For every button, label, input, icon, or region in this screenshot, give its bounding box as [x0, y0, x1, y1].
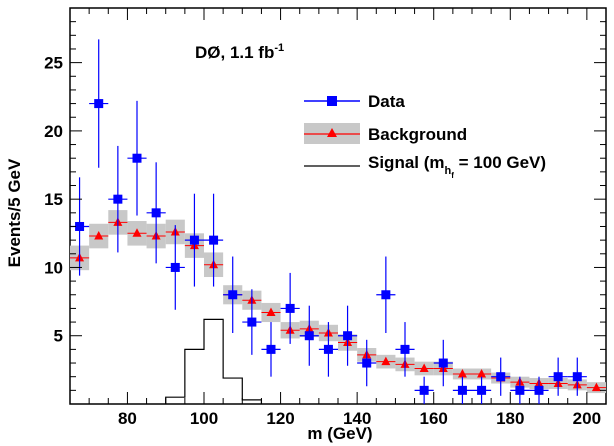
- data-point: [548, 357, 568, 396]
- data-marker: [94, 99, 104, 109]
- data-point: [529, 376, 549, 404]
- y-tick-label: 5: [54, 327, 63, 346]
- y-tick-label: 15: [44, 190, 63, 209]
- data-marker: [209, 235, 219, 245]
- data-point: [376, 256, 396, 333]
- data-point: [472, 376, 492, 404]
- x-tick-label: 100: [190, 409, 218, 428]
- data-marker: [266, 344, 276, 354]
- data-point: [204, 193, 224, 287]
- background-point: [477, 368, 487, 378]
- data-marker: [323, 344, 333, 354]
- background-point: [457, 368, 467, 378]
- data-marker: [228, 290, 238, 300]
- data-point: [433, 339, 453, 387]
- data-point: [357, 339, 377, 387]
- data-marker: [496, 372, 506, 382]
- legend-signal-label: Signal (mhf = 100 GeV): [368, 153, 546, 180]
- x-tick-label: 180: [496, 409, 524, 428]
- data-marker: [132, 153, 142, 163]
- data-point: [108, 145, 128, 253]
- data-marker: [362, 358, 372, 368]
- data-point: [491, 357, 511, 396]
- signal-histogram-path: [165, 318, 263, 404]
- data-point: [223, 256, 243, 333]
- x-axis-label: m (GeV): [307, 424, 372, 443]
- background-point: [419, 363, 429, 372]
- data-marker: [553, 372, 563, 382]
- data-point: [567, 357, 587, 396]
- legend-data-label: Data: [368, 92, 405, 111]
- background-point: [132, 228, 142, 237]
- x-tick-label: 120: [266, 409, 294, 428]
- legend-entry-background: Background: [304, 123, 467, 144]
- data-series: [70, 39, 587, 404]
- data-marker: [438, 358, 448, 368]
- data-marker: [457, 385, 467, 395]
- background-series: [70, 210, 606, 394]
- y-tick-label: 10: [44, 258, 63, 277]
- data-marker: [419, 385, 429, 395]
- signal-histogram: [165, 318, 263, 404]
- background-point: [94, 231, 104, 240]
- x-tick-label: 200: [573, 409, 601, 428]
- data-marker: [572, 372, 582, 382]
- legend-data-marker: [327, 96, 337, 106]
- data-point: [280, 272, 300, 344]
- data-point: [452, 376, 472, 404]
- background-point: [591, 382, 601, 392]
- y-tick-label: 20: [44, 122, 63, 141]
- legend-background-marker: [327, 128, 337, 137]
- legend-entry-data: Data: [304, 92, 405, 111]
- data-marker: [400, 344, 410, 354]
- data-point: [338, 305, 358, 366]
- x-tick-label: 160: [420, 409, 448, 428]
- data-point: [395, 322, 415, 377]
- data-marker: [113, 194, 123, 204]
- data-marker: [477, 385, 487, 395]
- data-point: [299, 305, 319, 366]
- data-point: [184, 193, 204, 287]
- data-point: [89, 39, 109, 168]
- background-point: [381, 356, 391, 366]
- data-marker: [75, 221, 85, 231]
- data-marker: [285, 303, 295, 313]
- data-point: [165, 225, 185, 310]
- data-point: [318, 322, 338, 377]
- data-marker: [381, 290, 391, 300]
- data-marker: [170, 262, 180, 272]
- data-marker: [247, 317, 257, 327]
- data-marker: [304, 331, 314, 341]
- y-axis-label: Events/5 GeV: [5, 158, 24, 267]
- luminosity-annotation: DØ, 1.1 fb-1: [195, 42, 284, 62]
- data-point: [127, 100, 147, 216]
- x-tick-label: 80: [118, 409, 137, 428]
- data-marker: [515, 385, 525, 395]
- y-tick-label: 25: [44, 54, 63, 73]
- data-point: [261, 322, 281, 377]
- data-marker: [151, 208, 161, 218]
- data-marker: [189, 235, 199, 245]
- data-marker: [534, 385, 544, 395]
- x-tick-label: 140: [343, 409, 371, 428]
- data-point: [414, 376, 434, 404]
- data-marker: [343, 331, 353, 341]
- legend-entry-signal: Signal (mhf = 100 GeV): [304, 153, 546, 180]
- data-point: [510, 376, 530, 404]
- axes: 80 100 120 140 160 180 200 5 10 15 20 25: [44, 8, 607, 428]
- legend: Data Background Signal (mhf = 100 GeV): [304, 92, 546, 180]
- data-point: [242, 289, 262, 355]
- legend-background-label: Background: [368, 125, 467, 144]
- data-point: [146, 162, 166, 264]
- background-point: [266, 307, 276, 317]
